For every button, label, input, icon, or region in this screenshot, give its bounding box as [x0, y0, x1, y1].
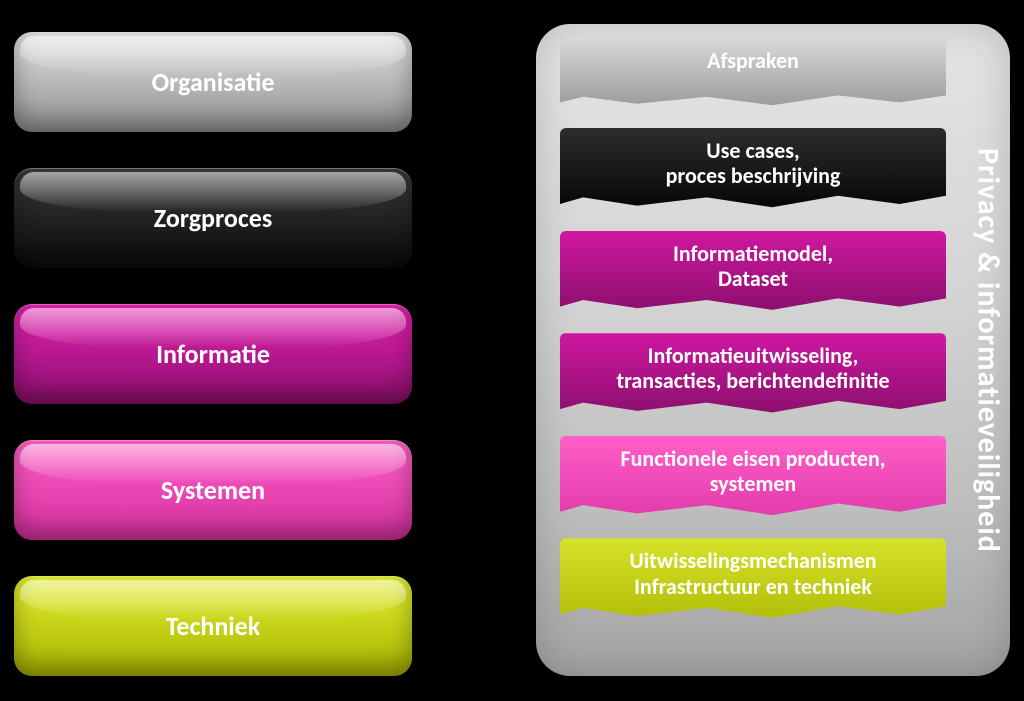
category-pill-label: Organisatie — [152, 66, 275, 98]
category-pill-label: Zorgproces — [154, 202, 273, 234]
category-pill-label: Systemen — [161, 474, 265, 506]
banner-3: Informatieuitwisseling,transacties, beri… — [560, 333, 946, 416]
category-pill-zorgproces: Zorgproces — [14, 168, 412, 268]
banner-label: UitwisselingsmechanismenInfrastructuur e… — [629, 547, 876, 599]
side-label-text: Privacy & informatieveiligheid — [970, 148, 1007, 553]
category-pill-organisatie: Organisatie — [14, 32, 412, 132]
side-label-privacy: Privacy & informatieveiligheid — [960, 84, 1016, 616]
left-category-column: Organisatie Zorgproces Informatie Systemen T… — [14, 32, 412, 676]
category-pill-techniek: Techniek — [14, 576, 412, 676]
category-pill-label: Informatie — [156, 338, 270, 370]
category-pill-informatie: Informatie — [14, 304, 412, 404]
right-banner-stack: Afspraken Use cases,proces beschrijving In… — [560, 38, 950, 621]
banner-label: Afspraken — [707, 47, 799, 74]
category-pill-label: Techniek — [166, 610, 260, 642]
banner-label: Informatiemodel,Dataset — [673, 240, 833, 292]
banner-2: Informatiemodel,Dataset — [560, 231, 946, 314]
banner-1: Use cases,proces beschrijving — [560, 128, 946, 211]
banner-5: UitwisselingsmechanismenInfrastructuur e… — [560, 538, 946, 621]
right-panel-afspraken: Afspraken Use cases,proces beschrijving In… — [536, 24, 1010, 676]
banner-label: Use cases,proces beschrijving — [666, 137, 841, 189]
category-pill-systemen: Systemen — [14, 440, 412, 540]
banner-label: Informatieuitwisseling,transacties, beri… — [616, 342, 889, 394]
banner-0: Afspraken — [560, 38, 946, 108]
banner-4: Functionele eisen producten,systemen — [560, 436, 946, 519]
banner-label: Functionele eisen producten,systemen — [621, 445, 886, 497]
